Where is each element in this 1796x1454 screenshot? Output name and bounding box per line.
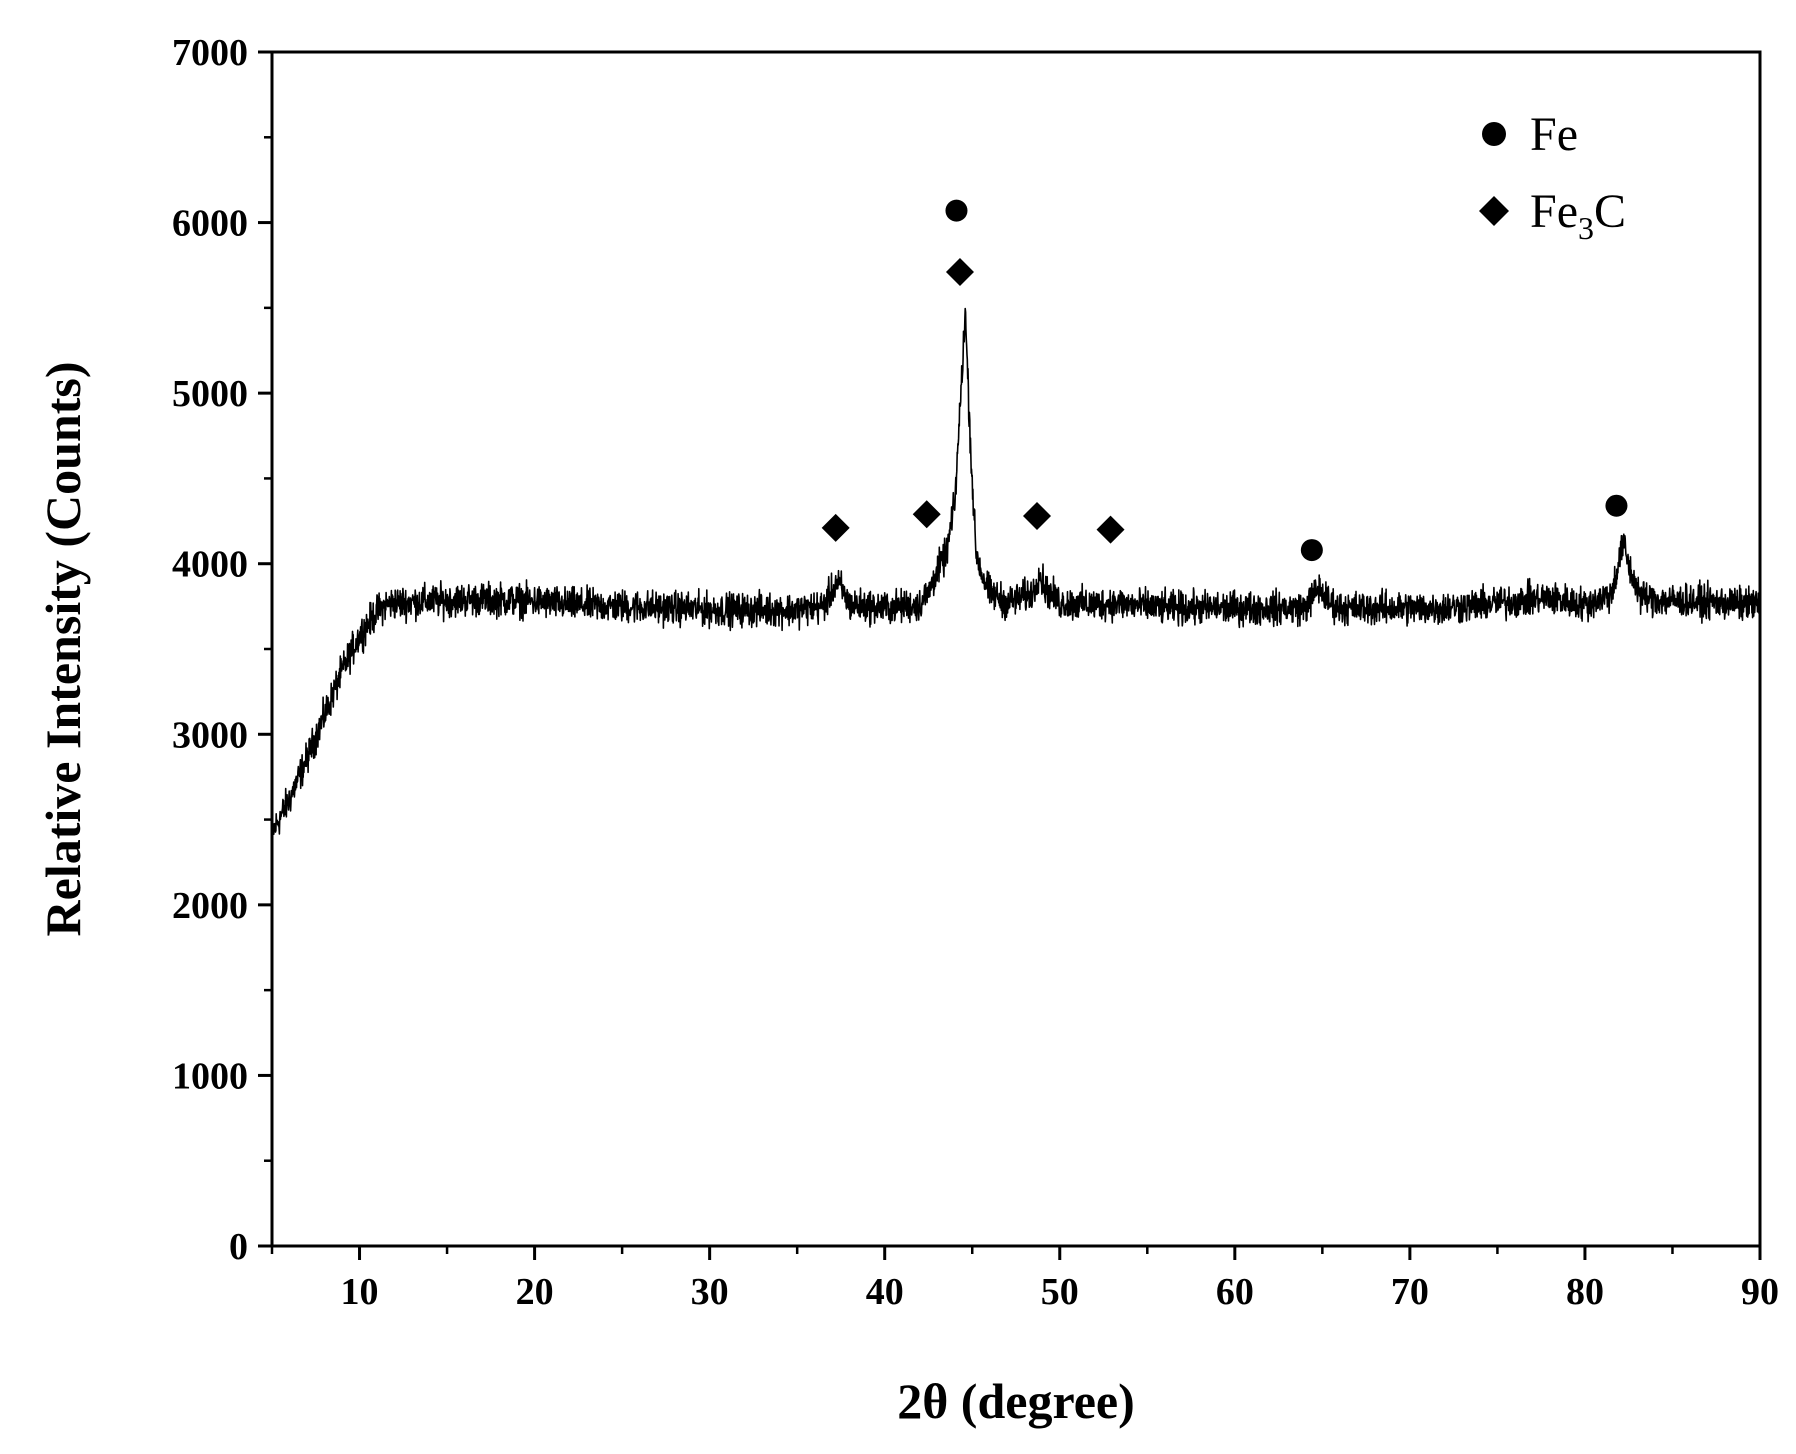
legend-label: Fe3C xyxy=(1530,185,1626,246)
fe3c-peak-marker-5 xyxy=(1096,515,1125,544)
fe3c-peak-marker-1 xyxy=(912,500,941,529)
fe-peak-marker-7 xyxy=(1605,494,1628,517)
legend-label-tail: C xyxy=(1594,185,1626,238)
x-tick-label: 20 xyxy=(516,1271,554,1313)
fe3c-peak-marker-4 xyxy=(1023,501,1052,530)
x-tick-label: 30 xyxy=(691,1271,729,1313)
fe3c-peak-marker-2 xyxy=(945,258,974,287)
y-axis-title: Relative Intensity (Counts) xyxy=(35,362,91,937)
y-tick-label: 3000 xyxy=(172,714,248,756)
x-tick-label: 40 xyxy=(866,1271,904,1313)
x-tick-label: 90 xyxy=(1741,1271,1779,1313)
fe3c-peak-marker-0 xyxy=(821,513,850,542)
y-tick-label: 7000 xyxy=(172,32,248,74)
x-tick-label: 80 xyxy=(1566,1271,1604,1313)
legend-diamond-icon xyxy=(1479,196,1509,226)
legend-label-subscript: 3 xyxy=(1578,210,1594,246)
fe-peak-marker-3 xyxy=(945,199,968,222)
y-tick-label: 4000 xyxy=(172,544,248,586)
axes-layer: 10 20 30 40 50 60 70 80 90 0 1000 2000 3000 4000 5000 6… xyxy=(172,32,1779,1313)
y-tick-label: 5000 xyxy=(172,373,248,415)
y-tick-label: 0 xyxy=(229,1226,248,1268)
series-line-0 xyxy=(271,307,1761,835)
y-tick-label: 6000 xyxy=(172,203,248,245)
fe-peak-marker-6 xyxy=(1300,539,1323,562)
x-tick-label: 50 xyxy=(1041,1271,1079,1313)
y-tick-label: 1000 xyxy=(172,1055,248,1097)
legend-circle-icon xyxy=(1482,122,1506,146)
x-axis-title: 2θ (degree) xyxy=(897,1373,1135,1429)
legend-label-main: Fe xyxy=(1530,185,1578,238)
y-tick-label: 2000 xyxy=(172,885,248,927)
legend-label-main: Fe xyxy=(1530,108,1578,161)
series-layer xyxy=(271,307,1761,835)
legend-label: Fe xyxy=(1530,108,1578,161)
x-tick-label: 60 xyxy=(1216,1271,1254,1313)
peak-marker-layer xyxy=(821,199,1628,562)
x-tick-label: 70 xyxy=(1391,1271,1429,1313)
x-tick-label: 10 xyxy=(341,1271,379,1313)
